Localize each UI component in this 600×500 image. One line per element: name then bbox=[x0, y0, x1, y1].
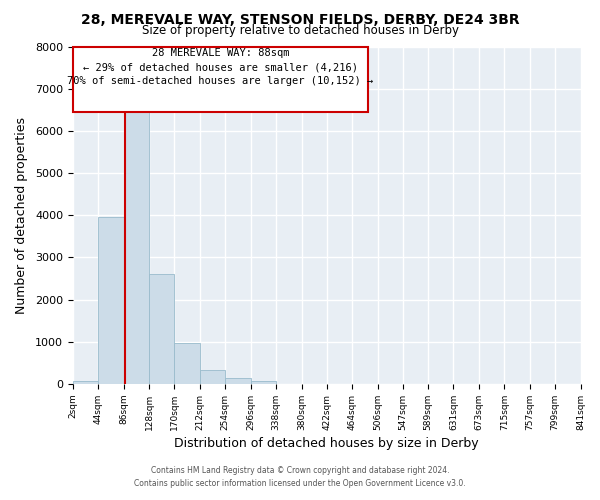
Text: Size of property relative to detached houses in Derby: Size of property relative to detached ho… bbox=[142, 24, 458, 37]
Bar bbox=[98, 218, 124, 384]
Bar bbox=[175, 344, 200, 384]
X-axis label: Distribution of detached houses by size in Derby: Distribution of detached houses by size … bbox=[175, 437, 479, 450]
Text: 28, MEREVALE WAY, STENSON FIELDS, DERBY, DE24 3BR: 28, MEREVALE WAY, STENSON FIELDS, DERBY,… bbox=[80, 12, 520, 26]
Y-axis label: Number of detached properties: Number of detached properties bbox=[15, 116, 28, 314]
Bar bbox=[124, 106, 149, 384]
Bar bbox=[225, 378, 251, 384]
FancyBboxPatch shape bbox=[73, 46, 368, 112]
Text: 28 MEREVALE WAY: 88sqm
← 29% of detached houses are smaller (4,216)
70% of semi-: 28 MEREVALE WAY: 88sqm ← 29% of detached… bbox=[67, 48, 374, 86]
Bar bbox=[73, 382, 98, 384]
Bar bbox=[149, 274, 175, 384]
Bar bbox=[251, 381, 276, 384]
Text: Contains HM Land Registry data © Crown copyright and database right 2024.
Contai: Contains HM Land Registry data © Crown c… bbox=[134, 466, 466, 487]
Bar bbox=[200, 370, 225, 384]
